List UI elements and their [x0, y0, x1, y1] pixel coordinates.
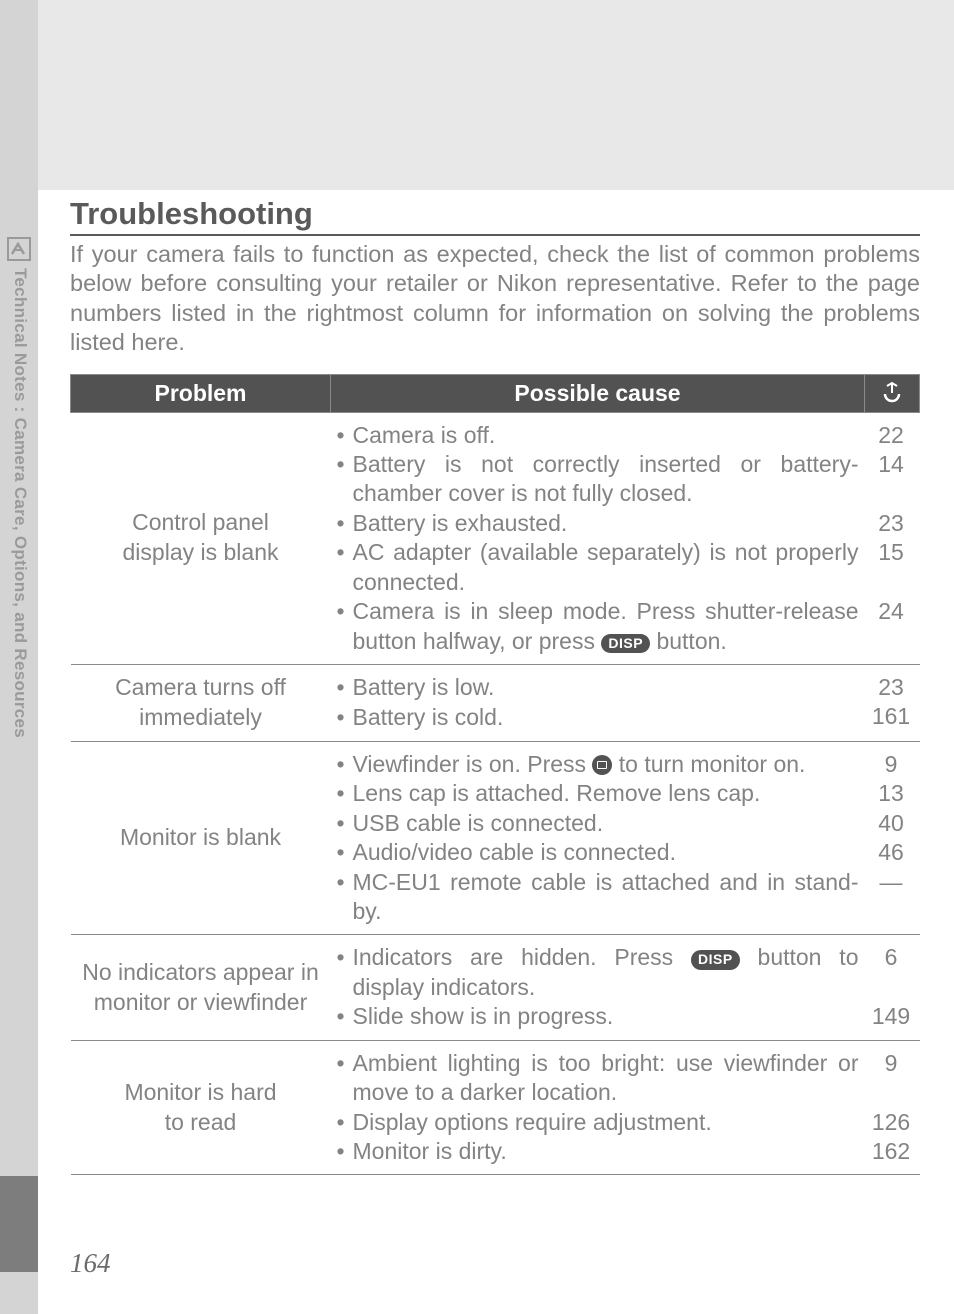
- cause-item: Audio/video cable is connected.: [337, 838, 859, 867]
- cause-cell: Viewfinder is on. Press to turn monitor …: [331, 741, 865, 935]
- ref-cell: 6 149: [865, 935, 920, 1040]
- cause-cell: Ambient lighting is too bright: use view…: [331, 1040, 865, 1175]
- cause-item: Display options require adjustment.: [337, 1108, 859, 1137]
- cause-item: Monitor is dirty.: [337, 1137, 859, 1166]
- problem-cell: No indicators appear inmonitor or viewfi…: [71, 935, 331, 1040]
- cause-item: Battery is exhausted.: [337, 509, 859, 538]
- table-row: Control paneldisplay is blankCamera is o…: [71, 412, 920, 665]
- troubleshooting-table: Problem Possible cause Control paneldisp…: [70, 374, 920, 1176]
- page-heading: Troubleshooting: [70, 196, 920, 236]
- sidebar-notes-icon: [6, 236, 32, 262]
- ref-cell: 9134046—: [865, 741, 920, 935]
- disp-button-icon: DISP: [601, 634, 650, 654]
- problem-cell: Control paneldisplay is blank: [71, 412, 331, 665]
- problem-cell: Monitor is hardto read: [71, 1040, 331, 1175]
- cause-item: MC-EU1 remote cable is attached and in s…: [337, 868, 859, 927]
- cause-item: Lens cap is attached. Remove lens cap.: [337, 779, 859, 808]
- page-number: 164: [70, 1248, 111, 1279]
- cause-item: Ambient lighting is too bright: use view…: [337, 1049, 859, 1108]
- top-gray-band: [0, 0, 954, 190]
- cause-item: Camera is off.: [337, 421, 859, 450]
- disp-button-icon: DISP: [691, 950, 740, 970]
- cause-cell: Indicators are hidden. Press DISP button…: [331, 935, 865, 1040]
- cause-item: Camera is in sleep mode. Press shutter-r…: [337, 597, 859, 656]
- intro-paragraph: If your camera fails to function as expe…: [70, 240, 920, 358]
- cause-item: Viewfinder is on. Press to turn monitor …: [337, 750, 859, 779]
- table-row: No indicators appear inmonitor or viewfi…: [71, 935, 920, 1040]
- col-header-ref: [865, 374, 920, 412]
- cause-item: USB cable is connected.: [337, 809, 859, 838]
- table-row: Monitor is hardto readAmbient lighting i…: [71, 1040, 920, 1175]
- cause-item: Indicators are hidden. Press DISP button…: [337, 943, 859, 1002]
- sidebar-section-tab: [0, 1176, 38, 1272]
- page-ref-icon: [873, 381, 911, 405]
- table-row: Camera turns offimmediatelyBattery is lo…: [71, 665, 920, 742]
- col-header-cause: Possible cause: [331, 374, 865, 412]
- sidebar-section-label: Technical Notes : Camera Care, Options, …: [10, 268, 30, 738]
- problem-cell: Monitor is blank: [71, 741, 331, 935]
- table-row: Monitor is blankViewfinder is on. Press …: [71, 741, 920, 935]
- page-content: Troubleshooting If your camera fails to …: [70, 196, 920, 1175]
- cause-cell: Camera is off.Battery is not correctly i…: [331, 412, 865, 665]
- monitor-button-icon: [592, 755, 612, 775]
- cause-cell: Battery is low.Battery is cold.: [331, 665, 865, 742]
- cause-item: Battery is cold.: [337, 703, 859, 732]
- problem-cell: Camera turns offimmediately: [71, 665, 331, 742]
- ref-cell: 23161: [865, 665, 920, 742]
- cause-item: Battery is low.: [337, 673, 859, 702]
- cause-item: Battery is not correctly inserted or bat…: [337, 450, 859, 509]
- ref-cell: 9 126162: [865, 1040, 920, 1175]
- col-header-problem: Problem: [71, 374, 331, 412]
- cause-item: AC adapter (available separately) is not…: [337, 538, 859, 597]
- cause-item: Slide show is in progress.: [337, 1002, 859, 1031]
- ref-cell: 2214 2315 24: [865, 412, 920, 665]
